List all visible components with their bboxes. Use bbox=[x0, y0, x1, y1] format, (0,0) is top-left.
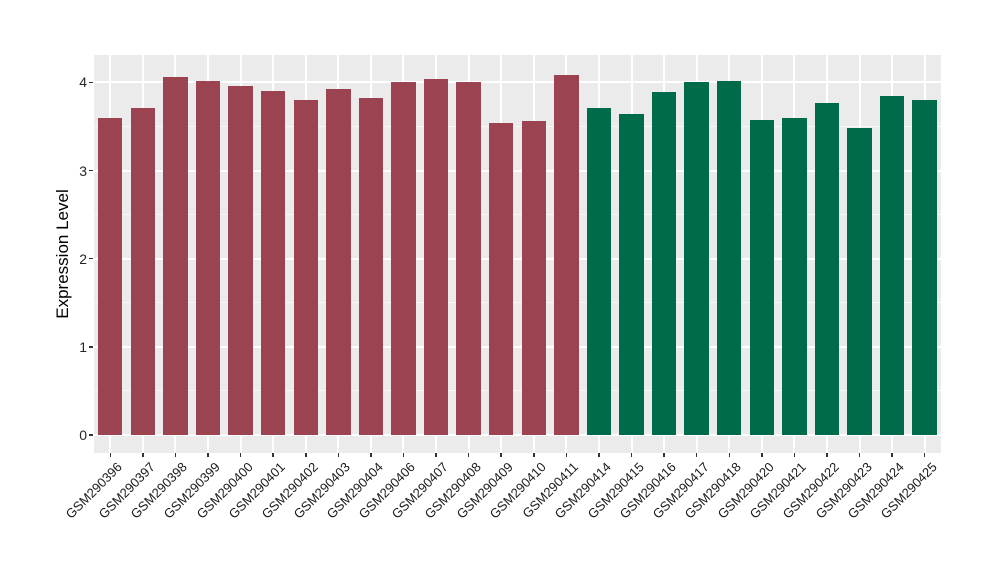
bar bbox=[358, 98, 384, 435]
x-tick-mark bbox=[239, 453, 242, 457]
bar bbox=[847, 128, 872, 435]
y-tick-label: 1 bbox=[79, 338, 87, 355]
bar bbox=[912, 99, 937, 435]
x-tick-mark bbox=[565, 453, 568, 457]
x-tick-mark bbox=[370, 453, 372, 457]
y-tick-label: 3 bbox=[79, 162, 87, 179]
x-tick-mark bbox=[500, 453, 502, 457]
x-tick-mark bbox=[923, 453, 926, 457]
bar bbox=[391, 82, 416, 435]
x-tick-mark bbox=[174, 453, 177, 457]
x-tick-mark bbox=[533, 453, 535, 457]
x-tick-mark bbox=[272, 453, 274, 457]
y-tick-label: 4 bbox=[79, 74, 87, 91]
y-tick-mark bbox=[89, 346, 93, 348]
bar bbox=[782, 117, 807, 435]
bar bbox=[130, 107, 156, 435]
y-tick-mark bbox=[89, 169, 93, 172]
bar bbox=[586, 107, 612, 435]
x-tick-mark bbox=[467, 453, 470, 457]
y-tick-label: 0 bbox=[79, 427, 87, 443]
bar bbox=[684, 82, 709, 435]
bar bbox=[488, 122, 514, 435]
bar bbox=[98, 117, 123, 435]
bar bbox=[195, 80, 221, 435]
x-tick-mark bbox=[435, 453, 437, 457]
major-gridline bbox=[94, 81, 941, 84]
x-tick-mark bbox=[858, 453, 861, 457]
x-tick-mark bbox=[891, 453, 893, 457]
x-tick-mark bbox=[305, 453, 307, 457]
bar bbox=[651, 92, 677, 435]
y-tick-mark bbox=[89, 257, 93, 260]
bar bbox=[293, 99, 318, 435]
x-tick-mark bbox=[695, 453, 698, 457]
x-tick-mark bbox=[109, 453, 112, 457]
plot-panel bbox=[94, 55, 941, 453]
minor-gridline bbox=[94, 390, 941, 392]
x-tick-mark bbox=[402, 453, 405, 457]
x-tick-mark bbox=[142, 453, 144, 457]
bar bbox=[521, 121, 546, 435]
x-tick-mark bbox=[207, 453, 209, 457]
x-tick-mark bbox=[761, 453, 763, 457]
x-tick-mark bbox=[826, 453, 828, 457]
major-gridline bbox=[94, 169, 941, 172]
bar bbox=[456, 82, 481, 435]
bar bbox=[260, 91, 286, 435]
y-tick-mark bbox=[89, 81, 93, 84]
bar bbox=[423, 78, 449, 435]
major-gridline bbox=[94, 434, 941, 436]
bar bbox=[228, 85, 253, 435]
minor-gridline bbox=[94, 214, 941, 216]
y-tick-label: 2 bbox=[79, 250, 87, 267]
bar bbox=[717, 81, 742, 435]
bar bbox=[554, 75, 579, 435]
bar bbox=[814, 102, 840, 435]
y-tick-mark bbox=[89, 434, 93, 436]
minor-gridline bbox=[94, 125, 941, 127]
major-gridline bbox=[94, 345, 941, 348]
x-tick-mark bbox=[663, 453, 665, 457]
bar bbox=[749, 120, 775, 435]
x-tick-mark bbox=[598, 453, 600, 457]
major-gridline bbox=[94, 257, 941, 260]
x-tick-mark bbox=[793, 453, 796, 457]
bar bbox=[879, 96, 905, 435]
minor-gridline bbox=[94, 302, 941, 304]
bar bbox=[619, 114, 644, 435]
bar bbox=[163, 77, 188, 435]
x-tick-mark bbox=[728, 453, 730, 457]
x-tick-mark bbox=[337, 453, 340, 457]
x-tick-mark bbox=[630, 453, 633, 457]
bar bbox=[326, 89, 351, 435]
